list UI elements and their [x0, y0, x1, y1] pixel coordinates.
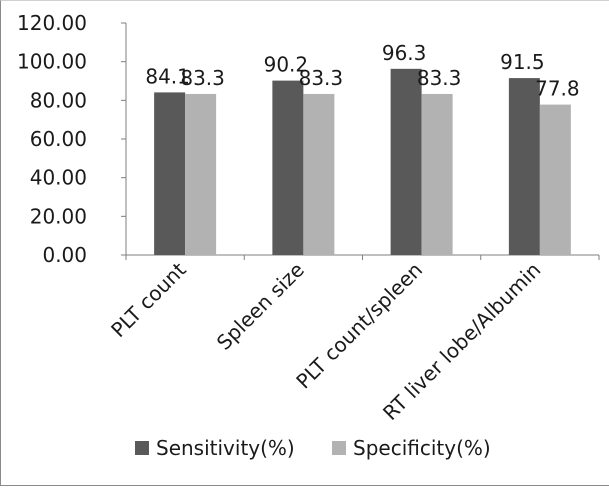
y-tick-label: 0.00 [42, 243, 87, 267]
x-category-label: PLT count/spleen [291, 258, 427, 394]
sensitivity-legend-swatch [135, 441, 149, 455]
y-tick-label: 120.00 [17, 11, 87, 35]
x-category-label: PLT count [106, 257, 191, 342]
y-tick-label: 40.00 [30, 166, 87, 190]
specificity-bar [185, 93, 217, 255]
y-tick-label: 60.00 [30, 127, 87, 151]
specificity-data-label: 83.3 [299, 66, 344, 90]
y-axis: 0.00 20.00 40.00 60.00 80.00 100.00 120.00 [17, 11, 127, 267]
specificity-bar [539, 104, 571, 255]
sensitivity-data-label: 96.3 [382, 41, 427, 65]
sensitivity-bar [508, 78, 540, 255]
bars-group [154, 68, 571, 255]
y-tick-label: 80.00 [30, 88, 87, 112]
sensitivity-data-label: 84.1 [145, 64, 190, 88]
specificity-bar [303, 93, 335, 255]
specificity-data-label: 83.3 [417, 66, 462, 90]
y-tick-label: 100.00 [17, 50, 87, 74]
sensitivity-legend-label: Sensitivity(%) [156, 436, 295, 460]
sensitivity-bar [154, 92, 186, 255]
specificity-data-label: 77.8 [535, 77, 580, 101]
y-tick-label: 20.00 [30, 204, 87, 228]
sensitivity-bar [390, 68, 422, 255]
specificity-data-label: 83.3 [180, 66, 225, 90]
specificity-bar [421, 93, 453, 255]
sensitivity-data-label: 91.5 [500, 50, 545, 74]
sensitivity-data-label: 90.2 [264, 53, 309, 77]
specificity-legend-label: Specificity(%) [353, 436, 491, 460]
sensitivity-bar [272, 80, 304, 255]
specificity-legend-swatch [332, 441, 346, 455]
x-category-label: Spleen size [212, 258, 309, 355]
data-labels-group: 84.1 90.2 96.3 91.5 83.3 83.3 83.3 77.8 [145, 41, 579, 101]
legend: Sensitivity(%) Specificity(%) [135, 436, 491, 460]
